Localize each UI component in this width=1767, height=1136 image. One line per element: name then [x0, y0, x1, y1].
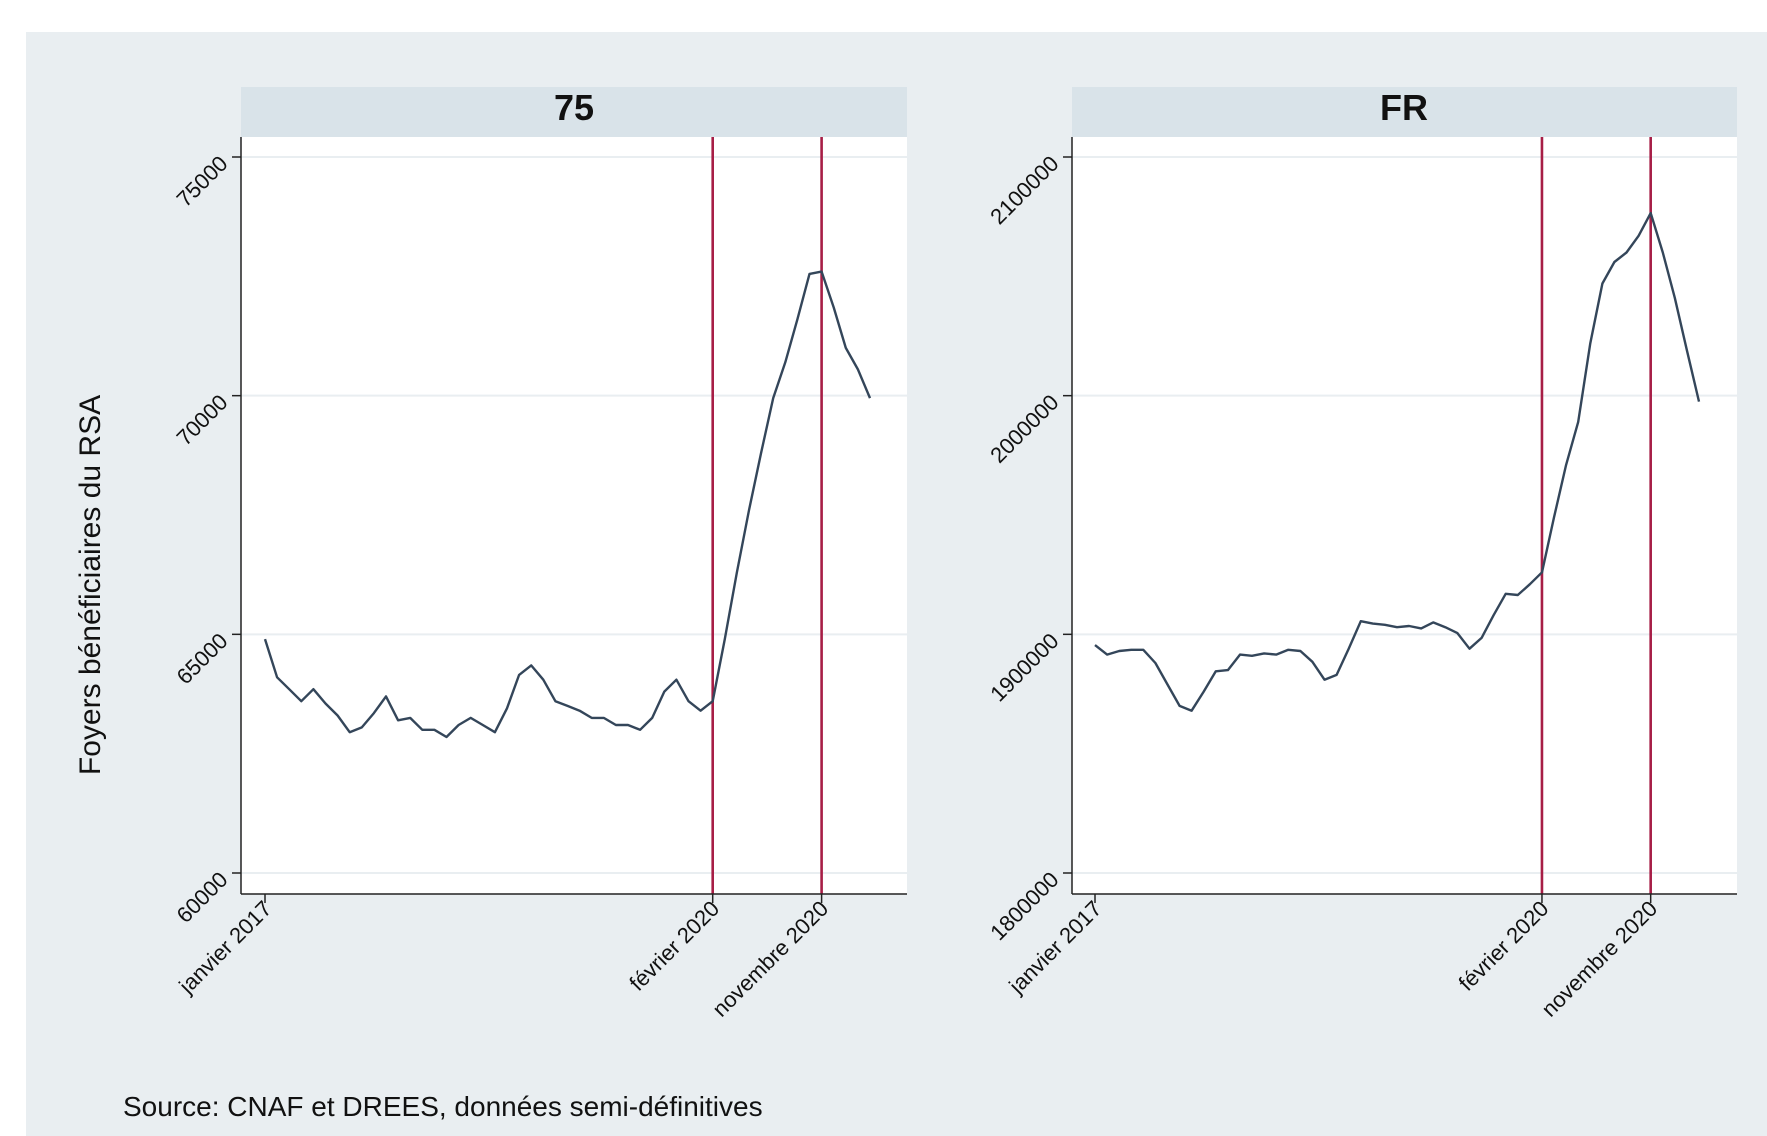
plot-area [1072, 137, 1737, 894]
reference-lines [711, 137, 823, 894]
panel-title: 75 [554, 87, 594, 128]
panel-title: FR [1380, 87, 1428, 128]
source-note: Source: CNAF et DREES, données semi-défi… [123, 1091, 763, 1122]
gridlines [241, 156, 907, 874]
gridlines [1072, 156, 1737, 874]
plot-area [241, 137, 907, 894]
panel-strip [241, 87, 907, 137]
reference-lines [1540, 137, 1652, 894]
series-line [263, 270, 872, 739]
series-line [1094, 211, 1701, 712]
panel-strip [1072, 87, 1737, 137]
y-axis-title: Foyers bénéficiaires du RSA [74, 395, 107, 775]
